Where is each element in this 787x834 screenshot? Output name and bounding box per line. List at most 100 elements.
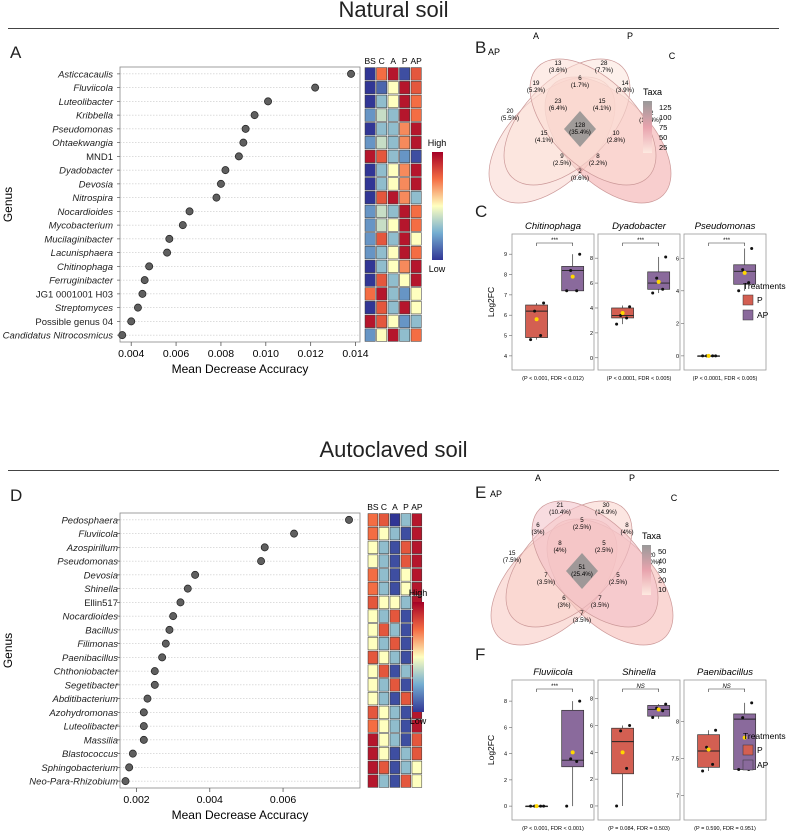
facet-frame	[511, 233, 595, 371]
venn-region-count: 6	[578, 75, 582, 82]
heatmap-cell	[387, 94, 399, 108]
importance-point	[264, 97, 272, 106]
heatmap-cell	[410, 177, 422, 191]
heatmap-cell	[378, 760, 390, 774]
data-point	[750, 247, 754, 251]
heatmap-cell	[399, 67, 411, 81]
y-tick-label: 0	[590, 356, 593, 362]
heatmap-cell	[399, 246, 411, 260]
heatmap-cell	[410, 122, 422, 136]
importance-point	[121, 777, 130, 786]
mean-marker	[706, 353, 711, 358]
data-point	[701, 354, 705, 358]
heatmap-cell	[400, 623, 412, 637]
venn-region-percent: (5.2%)	[527, 87, 545, 94]
mean-marker	[570, 274, 575, 279]
venn-region-percent: (3%)	[557, 602, 570, 609]
data-point	[711, 762, 715, 766]
heatmap-cell	[378, 650, 390, 664]
x-tick-label: 0.014	[342, 348, 368, 360]
heatmap-cell	[376, 314, 388, 328]
heatmap-cell	[376, 81, 388, 95]
importance-point	[345, 515, 353, 524]
venn-region-count: 51	[579, 564, 586, 571]
panel-label-a: A	[10, 43, 22, 62]
heatmap-cell	[411, 568, 423, 582]
heatmap-cell	[376, 136, 388, 150]
heatmap-cell	[389, 595, 401, 609]
facet-stat-footnote: (P < 0.001, FDR < 0.001)	[522, 826, 584, 832]
heatmap-cell	[367, 527, 379, 541]
significance-bracket	[622, 688, 659, 692]
data-point	[741, 716, 745, 720]
data-point	[628, 724, 632, 728]
heatmap-cell	[410, 149, 422, 163]
heatmap-cell	[364, 122, 376, 136]
importance-point	[118, 331, 127, 340]
venn-region-count: 15	[599, 98, 606, 105]
heatmap-cell	[411, 733, 423, 747]
venn-region-count: 5	[616, 572, 620, 579]
heatmap-cell	[387, 328, 399, 342]
mean-marker	[620, 750, 625, 755]
y-tick-label: 4	[504, 752, 507, 758]
heatmap-cell	[378, 637, 390, 651]
heatmap-cell	[387, 149, 399, 163]
genus-label: Ohtaekwangia	[52, 138, 113, 149]
y-tick-label: 6	[676, 256, 679, 262]
venn-legend-tick: 100	[659, 113, 672, 122]
facet-stat-footnote: (P < 0.001, FDR < 0.012)	[522, 376, 584, 382]
heatmap-cell	[399, 328, 411, 342]
legend-swatch	[742, 294, 754, 306]
venn-region-count: 13	[555, 60, 562, 67]
genus-label: Ellin517	[84, 598, 118, 609]
heatmap-cell	[400, 760, 412, 774]
venn-core-region	[566, 553, 598, 589]
venn-region-count: 8	[596, 153, 600, 160]
heatmap-cell	[367, 609, 379, 623]
data-point	[565, 804, 569, 808]
heatmap-cell	[399, 122, 411, 136]
venn-set-label: C	[671, 493, 678, 503]
heatmap-cell	[378, 540, 390, 554]
heatmap-column-label: P	[402, 56, 408, 66]
heatmap-cell	[400, 664, 412, 678]
facet-title: Shinella	[622, 667, 656, 678]
heatmap-cell	[367, 595, 379, 609]
y-tick-label: 2	[590, 777, 593, 783]
genus-label: Pseudomonas	[52, 124, 113, 135]
venn-set-label: P	[627, 31, 633, 41]
mean-marker	[656, 707, 661, 712]
data-point	[542, 301, 546, 305]
heatmap-cell	[411, 719, 423, 733]
importance-point	[250, 111, 259, 120]
facet-stat-footnote: (P = 0.084, FDR = 0.503)	[608, 826, 670, 832]
genus-label: JG1 0001001 H03	[36, 289, 113, 300]
heatmap-cell	[376, 108, 388, 122]
heatmap-cell	[399, 81, 411, 95]
heatmap-cell	[387, 191, 399, 205]
significance-bracket	[536, 688, 573, 692]
heatmap-cell	[378, 747, 390, 761]
y-tick-label: 8	[504, 273, 507, 279]
legend-label: P	[757, 745, 763, 755]
venn-legend-tick: 25	[659, 143, 667, 152]
heatmap-cell	[387, 246, 399, 260]
venn-region-count: 9	[560, 153, 564, 160]
venn-region-percent: (4%)	[553, 547, 566, 554]
data-point	[737, 768, 741, 772]
importance-point	[133, 303, 142, 312]
heatmap-cell	[389, 554, 401, 568]
importance-point	[290, 529, 298, 538]
venn-region-count: 6	[562, 595, 566, 602]
venn-legend-tick: 20	[658, 576, 666, 585]
data-point	[651, 715, 655, 719]
genus-label: Pedosphaera	[61, 515, 118, 526]
importance-point	[139, 708, 148, 717]
venn-legend-tick: 50	[659, 133, 667, 142]
heatmap-cell	[387, 108, 399, 122]
heatmap-cell	[410, 328, 422, 342]
genus-label: Azospirillum	[66, 543, 118, 554]
color-scale-bar	[413, 602, 424, 712]
venn-legend-title: Taxa	[642, 531, 661, 541]
